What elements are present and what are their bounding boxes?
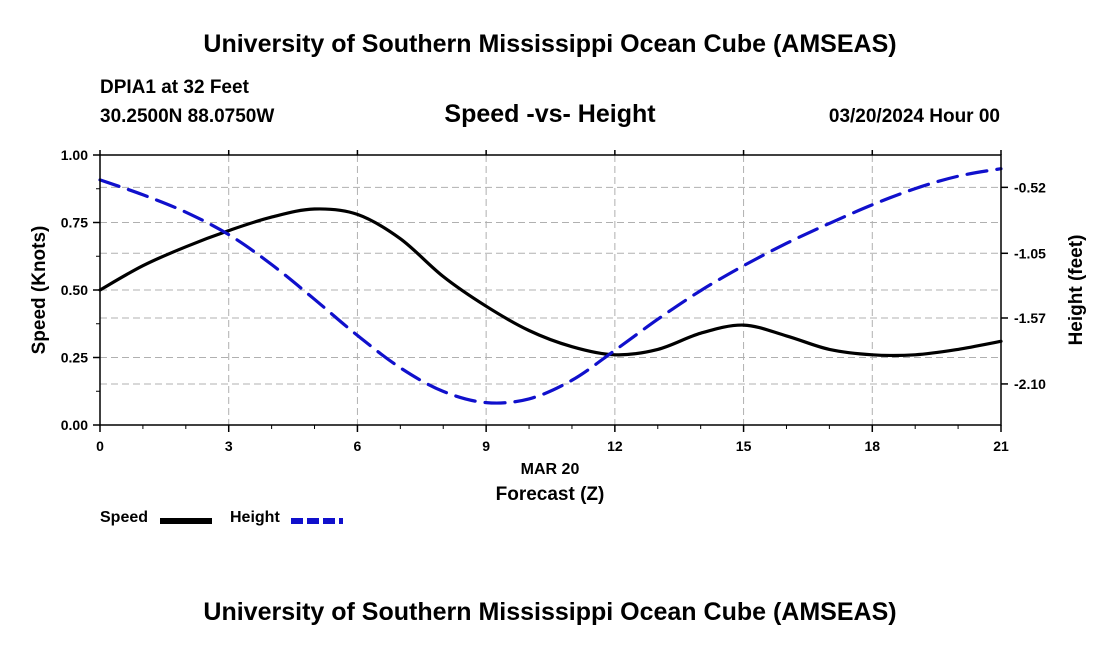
axes: 0 3 6 9 12 15 18 21 0.00 0.25 0.50 0.75 1.00 -0.52 -1.…: [61, 147, 1046, 454]
y2-tick-label: -1.57: [1014, 310, 1046, 326]
y2-tick-label: -2.10: [1014, 376, 1046, 392]
x-tick-label: 9: [482, 438, 490, 454]
y-tick-label: 0.00: [61, 417, 88, 433]
y2-axis-title: Height (feet): [1066, 235, 1087, 346]
grid: [100, 154, 1001, 425]
station-label: DPIA1 at 32 Feet: [100, 77, 249, 98]
x-tick-label: 12: [607, 438, 623, 454]
y-tick-label: 0.25: [61, 350, 88, 366]
legend-height-label: Height: [230, 509, 280, 526]
chart-title: University of Southern Mississippi Ocean…: [203, 30, 897, 58]
x-tick-label: 0: [96, 438, 104, 454]
x-tick-label: 3: [225, 438, 233, 454]
x-tick-label: 15: [736, 438, 752, 454]
footer-title: University of Southern Mississippi Ocean…: [203, 598, 897, 626]
x-tick-label: 6: [354, 438, 362, 454]
y-tick-label: 0.75: [61, 215, 88, 231]
x-tick-label: 21: [993, 438, 1009, 454]
forecast-datetime: 03/20/2024 Hour 00: [828, 106, 1000, 127]
chart-subtitle: Speed -vs- Height: [444, 100, 656, 128]
x-axis-date-label: MAR 20: [521, 461, 580, 478]
height-series-line: [98, 167, 1003, 405]
station-coordinates: 30.2500N 88.0750W: [100, 106, 275, 127]
y-axis-title: Speed (Knots): [29, 226, 50, 355]
y-tick-label: 1.00: [61, 147, 88, 163]
y2-tick-label: -1.05: [1014, 245, 1046, 261]
speed-series-line: [98, 207, 1003, 358]
x-tick-label: 18: [864, 438, 880, 454]
y2-tick-label: -0.52: [1014, 179, 1046, 195]
y-tick-label: 0.50: [61, 282, 88, 298]
legend-speed-label: Speed: [100, 509, 149, 526]
series-layer: [98, 167, 1003, 405]
x-axis-title: Forecast (Z): [496, 484, 605, 505]
